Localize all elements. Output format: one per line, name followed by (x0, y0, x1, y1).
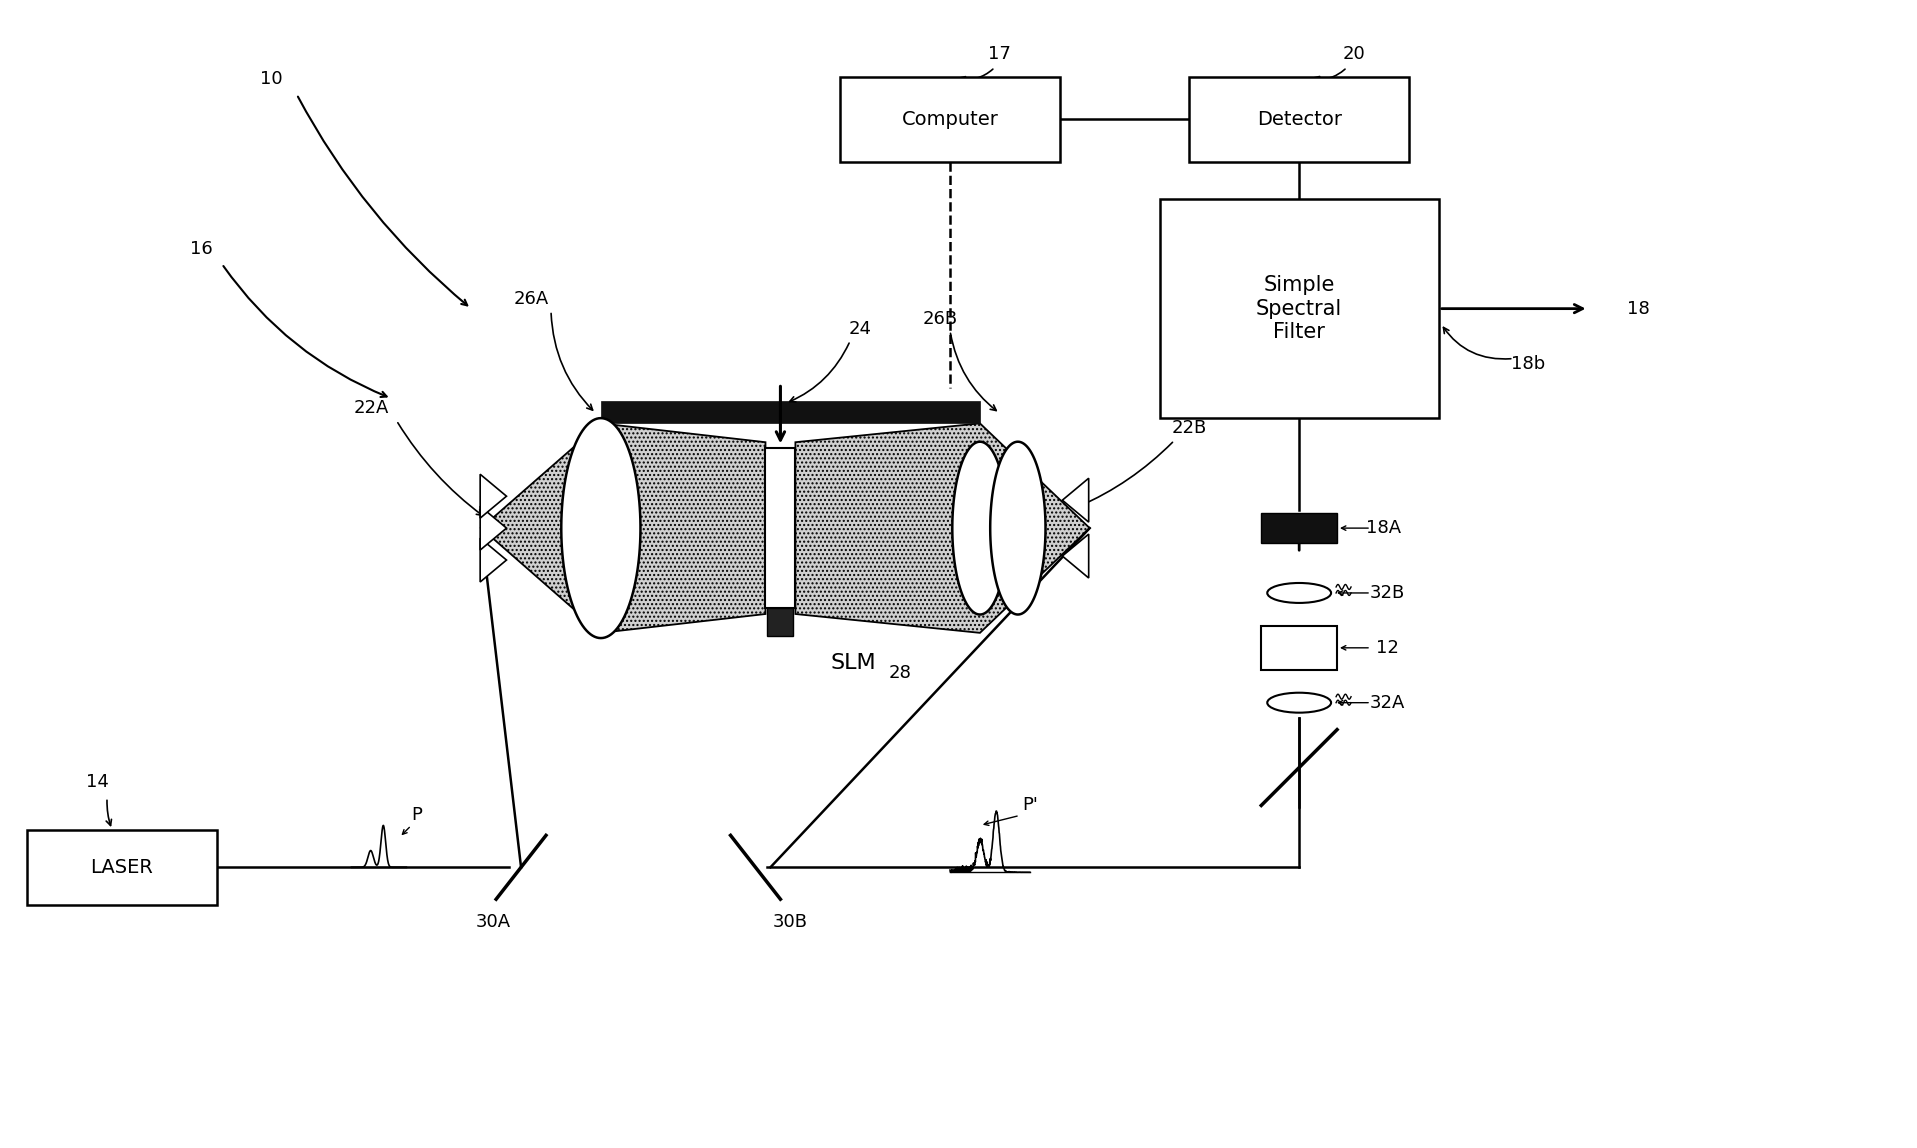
Bar (1261, 513, 1336, 543)
Polygon shape (796, 424, 1089, 633)
Text: Detector: Detector (1258, 109, 1342, 129)
Polygon shape (1062, 534, 1089, 577)
Text: 22A: 22A (355, 400, 389, 418)
Text: 20: 20 (1342, 45, 1365, 63)
Text: 30A: 30A (475, 913, 510, 931)
Polygon shape (479, 474, 506, 518)
Text: 14: 14 (86, 774, 109, 791)
Text: 26B: 26B (922, 310, 958, 327)
Text: 28: 28 (889, 664, 912, 682)
Text: 18: 18 (1628, 300, 1651, 318)
Polygon shape (479, 506, 506, 550)
Text: 22B: 22B (1171, 419, 1208, 437)
Bar (765, 449, 796, 608)
Text: P: P (410, 806, 422, 824)
Polygon shape (1062, 479, 1089, 522)
Bar (1160, 199, 1440, 418)
Text: 32B: 32B (1369, 584, 1405, 602)
Bar (1189, 77, 1409, 162)
Bar (767, 608, 794, 636)
Text: P': P' (1022, 797, 1037, 814)
Text: 10: 10 (261, 70, 284, 88)
Ellipse shape (1267, 692, 1330, 713)
Text: SLM: SLM (830, 653, 876, 673)
Text: Simple
Spectral
Filter: Simple Spectral Filter (1256, 276, 1342, 342)
Text: 16: 16 (190, 240, 213, 258)
Text: Computer: Computer (901, 109, 999, 129)
Text: 18b: 18b (1511, 355, 1545, 372)
Polygon shape (562, 418, 640, 638)
Text: 30B: 30B (773, 913, 807, 931)
Text: 12: 12 (1376, 638, 1397, 657)
Polygon shape (953, 442, 1008, 614)
Text: 26A: 26A (514, 289, 548, 308)
Polygon shape (481, 424, 765, 633)
Bar (1261, 626, 1336, 669)
Ellipse shape (1267, 583, 1330, 603)
Text: LASER: LASER (90, 858, 153, 877)
Text: 17: 17 (989, 45, 1012, 63)
Bar (27, 830, 217, 905)
Text: 24: 24 (849, 319, 872, 338)
Polygon shape (479, 538, 506, 582)
Bar (840, 77, 1060, 162)
Polygon shape (991, 442, 1045, 614)
Text: 32A: 32A (1369, 693, 1405, 712)
Polygon shape (600, 402, 980, 424)
Text: 18A: 18A (1367, 519, 1401, 537)
